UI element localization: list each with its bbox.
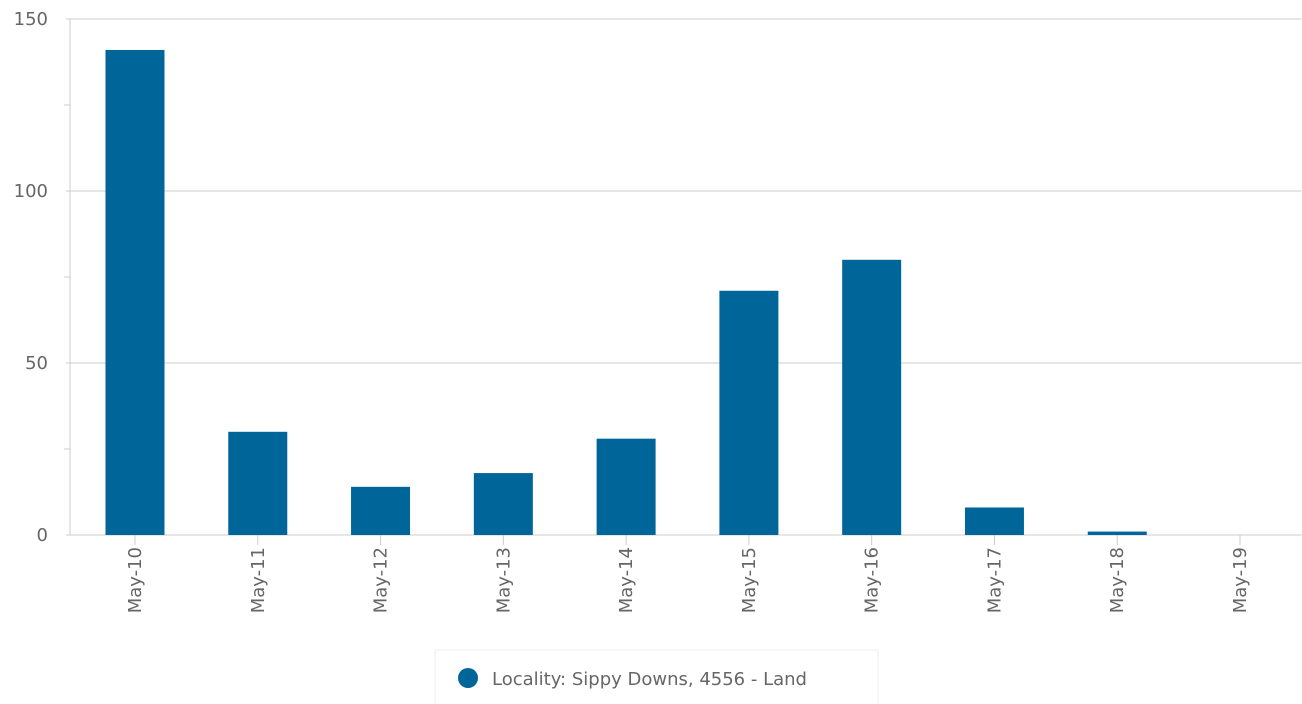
x-tick-label: May-16 [862, 547, 883, 613]
legend-box [434, 649, 879, 704]
x-tick-label: May-11 [248, 547, 269, 613]
y-tick-label: 0 [37, 525, 48, 546]
bar [842, 259, 902, 535]
bar [596, 438, 656, 535]
y-tick-label: 150 [14, 9, 48, 30]
x-tick-label: May-10 [125, 547, 146, 613]
x-tick-label: May-18 [1107, 547, 1128, 613]
bar [473, 473, 533, 535]
x-tick-label: May-17 [984, 547, 1005, 613]
bar [105, 49, 165, 536]
x-tick-label: May-12 [371, 547, 392, 613]
x-tick-label: May-15 [739, 547, 760, 613]
legend-marker [458, 668, 478, 688]
legend-label: Locality: Sippy Downs, 4556 - Land [492, 669, 807, 690]
bar [964, 507, 1024, 535]
bar [351, 486, 411, 535]
bar [228, 431, 288, 535]
bar [1087, 531, 1147, 535]
x-tick-label: May-19 [1230, 547, 1251, 613]
x-tick-label: May-14 [616, 547, 637, 613]
bar [719, 290, 779, 535]
x-tick-label: May-13 [493, 547, 514, 613]
y-tick-label: 50 [25, 353, 48, 374]
y-tick-label: 100 [14, 181, 48, 202]
legend: Locality: Sippy Downs, 4556 - Land [434, 649, 879, 704]
